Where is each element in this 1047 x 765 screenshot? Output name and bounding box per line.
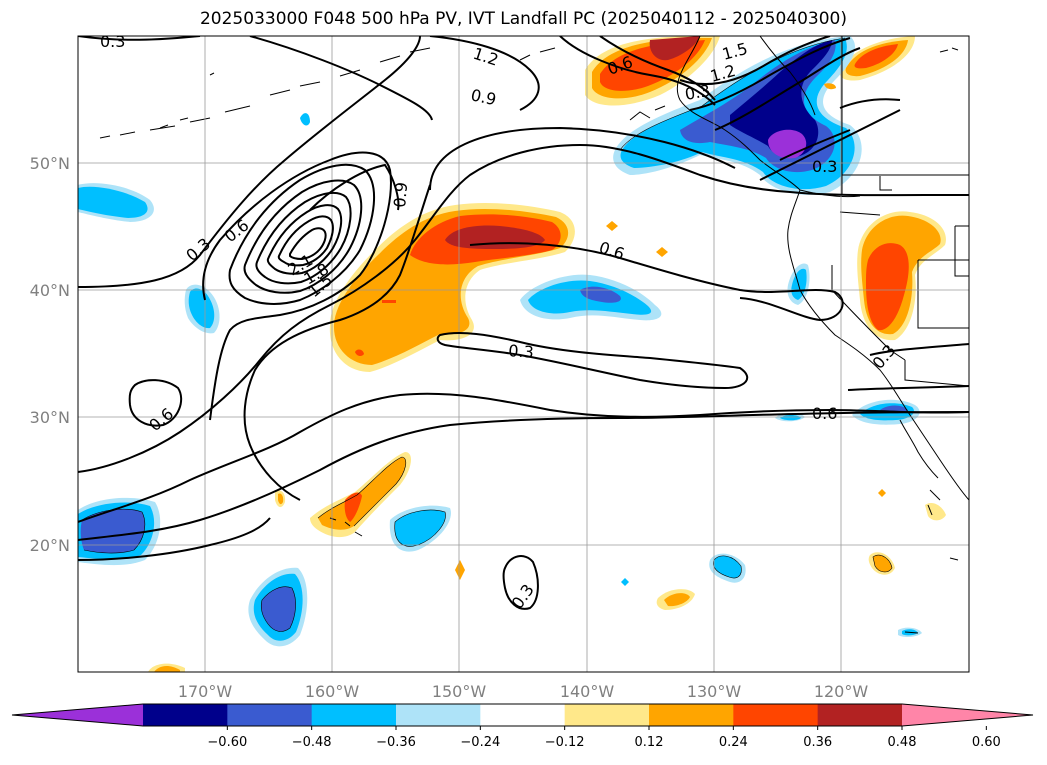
lon-label: 170°W [178,682,233,701]
colorbar-tick-label: 0.36 [803,735,832,750]
contour-label: 0.9 [469,85,498,109]
colorbar-segment [227,704,313,726]
lat-label: 40°N [30,281,70,300]
map-content: 0.3 1.2 0.9 0.6 0.6 0.3 2.1 1.8 1.5 0.9 … [78,32,969,672]
colorbar-tick-label: 0.24 [719,735,748,750]
coastlines [99,36,969,634]
lon-label: 120°W [814,682,869,701]
map-frame [77,35,970,673]
figure-title: 2025033000 F048 500 hPa PV, IVT Landfall… [199,9,847,29]
latitude-labels: 50°N 40°N 30°N 20°N [30,154,70,555]
lat-label: 20°N [30,536,70,555]
gridlines [78,36,969,672]
colorbar-tick-label: −0.48 [292,735,332,750]
ivt-shading [78,36,946,672]
colorbar-segment [143,704,228,726]
longitude-labels: 170°W 160°W 150°W 140°W 130°W 120°W [178,682,869,701]
lon-label: 140°W [560,682,615,701]
contour-label: 0.3 [508,341,535,362]
colorbar-segment [480,704,566,726]
colorbar-segment [311,704,397,726]
colorbar-tick-label: −0.60 [207,735,247,750]
colorbar-tick-label: −0.24 [460,735,500,750]
contour-label: 0.6 [812,404,837,423]
contour-label: 0.3 [100,32,125,51]
colorbar-segment [733,704,819,726]
lon-label: 160°W [305,682,360,701]
lon-label: 130°W [687,682,742,701]
colorbar-segment [396,704,481,726]
colorbar-tick-label: −0.36 [376,735,416,750]
lat-label: 30°N [30,408,70,427]
colorbar-extend-high [902,704,1033,726]
colorbar-segment [649,704,734,726]
colorbar: −0.60 −0.48 −0.36 −0.24 −0.12 0.12 0.24 0.36 0.4… [11,703,1034,750]
colorbar-tick-label: 0.60 [972,735,1001,750]
colorbar-extend-low [12,704,143,726]
colorbar-tick-label: 0.48 [888,735,917,750]
contour-label: 0.9 [390,181,411,208]
colorbar-outline [11,703,1034,727]
colorbar-tick-label: −0.12 [545,735,585,750]
contour-label: 0.3 [812,157,837,176]
colorbar-segment [564,704,650,726]
colorbar-tick-label: 0.12 [635,735,664,750]
contour-label: 0.3 [683,81,711,104]
lon-label: 150°W [432,682,487,701]
lat-label: 50°N [30,154,70,173]
colorbar-segment [817,704,903,726]
pv-contours [78,36,969,610]
